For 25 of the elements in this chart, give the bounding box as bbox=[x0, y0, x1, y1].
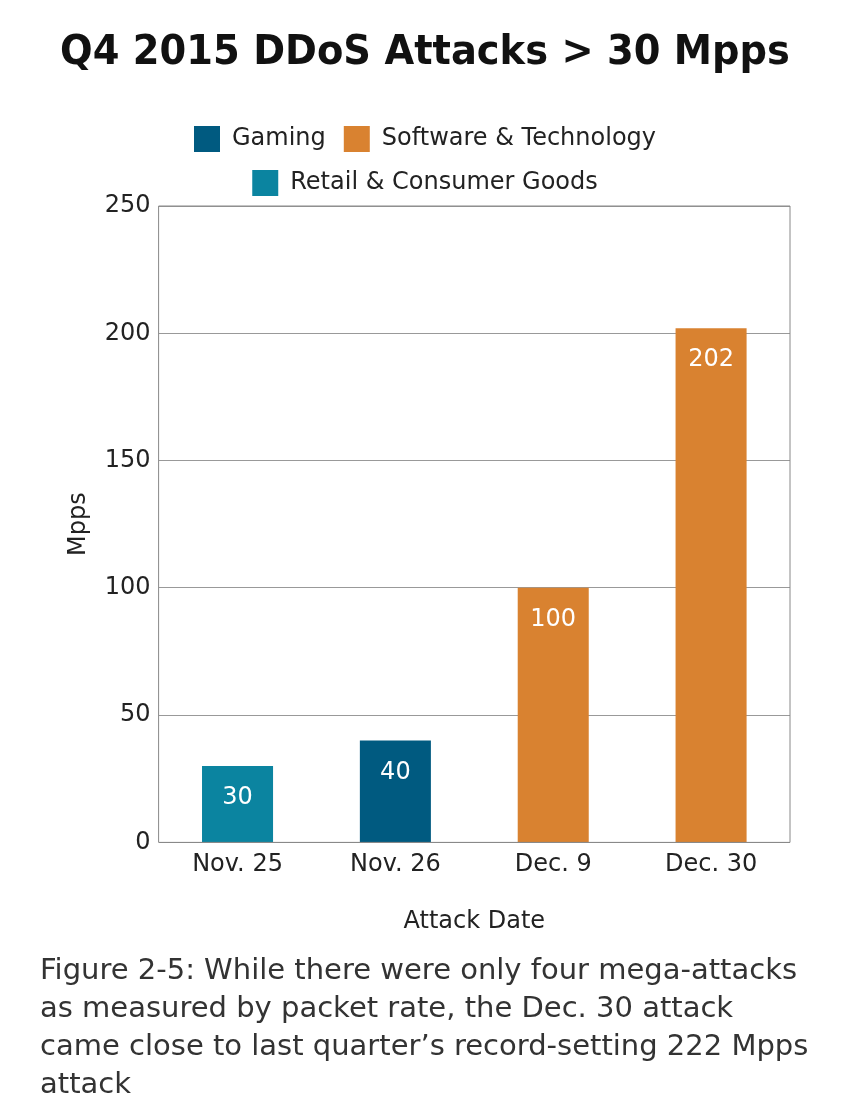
data-label: 202 bbox=[688, 344, 734, 373]
y-tick-label: 250 bbox=[104, 190, 151, 219]
y-axis-title: Mpps bbox=[62, 492, 91, 557]
x-tick-label: Nov. 25 bbox=[192, 849, 283, 878]
x-tick-label: Dec. 30 bbox=[664, 849, 758, 878]
data-label: 30 bbox=[222, 782, 253, 811]
data-label: 100 bbox=[530, 604, 577, 633]
x-axis-title: Attack Date bbox=[403, 905, 546, 934]
y-tick-label: 50 bbox=[120, 699, 151, 728]
caption: Figure 2-5: While there were only four mega-attacks as measured by packet rate, the Dec. 30 attack came close to last quarter’s record-setting 222 Mpps attack bbox=[40, 951, 810, 1102]
bar bbox=[359, 740, 431, 842]
legend-label: Gaming bbox=[232, 123, 326, 152]
legend-label: Software & Technology bbox=[381, 123, 657, 152]
y-tick-label: 150 bbox=[104, 444, 151, 473]
chart-title: Q4 2015 DDoS Attacks > 30 Mpps bbox=[60, 27, 790, 74]
legend-label: Retail & Consumer Goods bbox=[290, 167, 598, 196]
bar bbox=[517, 587, 589, 842]
y-tick-label: 100 bbox=[104, 572, 151, 601]
data-label: 40 bbox=[380, 756, 411, 785]
bar bbox=[675, 328, 747, 842]
y-tick-label: 0 bbox=[135, 826, 151, 855]
x-tick-label: Dec. 9 bbox=[514, 849, 592, 878]
y-tick-label: 200 bbox=[104, 317, 151, 346]
bar bbox=[202, 766, 274, 842]
x-tick-label: Nov. 26 bbox=[349, 849, 441, 878]
